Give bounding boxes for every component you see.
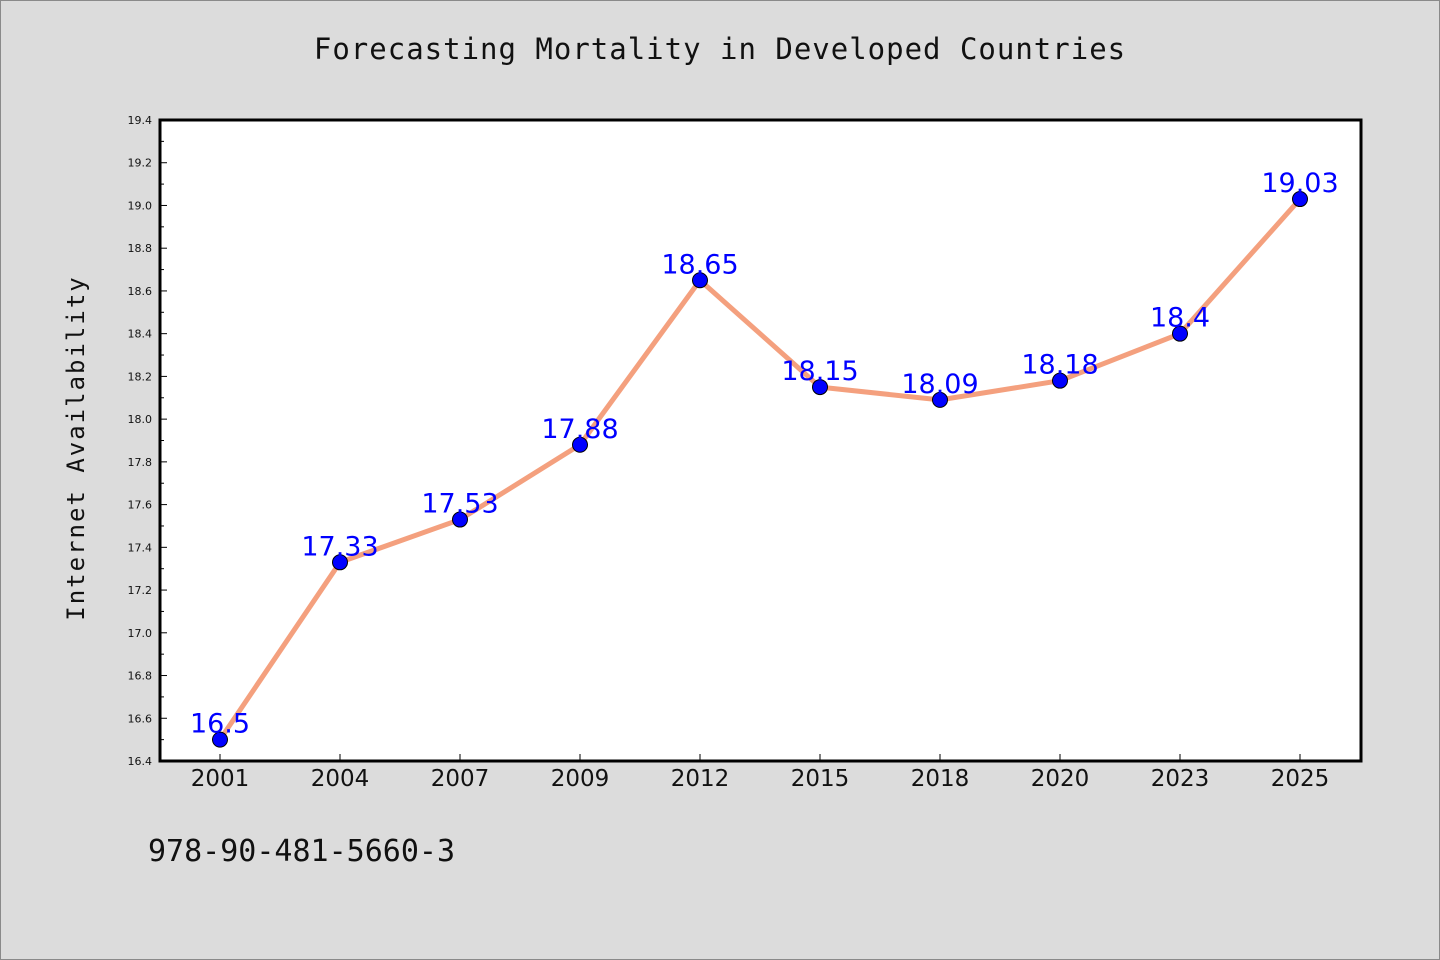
y-tick-label: 18.8 [128, 242, 153, 255]
x-tick-label: 2025 [1271, 766, 1330, 792]
x-axis-ticks: 2001 2004 2007 2009 2012 2015 2018 2020 2023 2025 [191, 754, 1330, 792]
x-tick-label: 2009 [551, 766, 610, 792]
data-label: 18.65 [661, 249, 738, 280]
y-tick-label: 19.4 [128, 114, 153, 127]
y-tick-label: 16.6 [128, 712, 153, 725]
y-tick-label: 19.2 [128, 157, 153, 170]
y-tick-label: 18.6 [128, 285, 153, 298]
data-point [812, 379, 828, 396]
y-axis-ticks: 16.4 16.6 16.8 17.0 17.2 17.4 17.6 17.8 18.0 18.2… [128, 114, 167, 768]
data-label: 19.03 [1261, 168, 1338, 199]
data-point [692, 272, 708, 289]
y-tick-label: 18.0 [128, 413, 153, 426]
y-tick-label: 17.8 [128, 456, 153, 469]
x-tick-label: 2012 [671, 766, 730, 792]
y-tick-label: 16.8 [128, 670, 153, 683]
data-labels: 16.5 17.33 17.53 17.88 18.65 18.15 18.09 18.18 1… [190, 168, 1339, 740]
y-tick-label: 17.2 [128, 584, 153, 597]
isbn-text: 978-90-481-5660-3 [148, 834, 456, 869]
data-point [932, 391, 948, 408]
y-tick-label: 17.6 [128, 499, 153, 512]
data-point [1292, 191, 1308, 208]
series-line [217, 196, 1303, 743]
data-point [1172, 325, 1188, 342]
y-tick-label: 18.2 [128, 370, 153, 383]
x-tick-label: 2004 [311, 766, 370, 792]
data-point [212, 731, 228, 748]
data-point [332, 554, 348, 571]
chart-title: Forecasting Mortality in Developed Count… [313, 32, 1127, 66]
data-label: 18.09 [901, 369, 978, 400]
x-tick-label: 2023 [1151, 766, 1210, 792]
data-label: 17.53 [421, 489, 498, 520]
data-points [212, 191, 1308, 748]
x-tick-label: 2001 [191, 766, 250, 792]
data-point [572, 436, 588, 453]
y-tick-label: 18.4 [128, 328, 153, 341]
x-tick-label: 2020 [1031, 766, 1090, 792]
data-label: 18.4 [1150, 303, 1210, 334]
x-tick-label: 2007 [431, 766, 490, 792]
data-label: 18.18 [1021, 350, 1098, 381]
data-label: 17.88 [541, 414, 618, 445]
x-tick-label: 2018 [911, 766, 970, 792]
series-line-group [217, 196, 1303, 743]
y-tick-label: 17.0 [128, 627, 153, 640]
data-point [1052, 372, 1068, 389]
y-tick-label: 16.4 [128, 755, 153, 768]
x-tick-label: 2015 [791, 766, 850, 792]
data-label: 17.33 [301, 531, 378, 562]
y-tick-label: 19.0 [128, 199, 153, 212]
plot-area [158, 118, 1363, 763]
y-tick-label: 17.4 [128, 541, 153, 554]
data-point [452, 511, 468, 528]
data-label: 18.15 [781, 356, 858, 387]
data-label: 16.5 [190, 709, 250, 740]
